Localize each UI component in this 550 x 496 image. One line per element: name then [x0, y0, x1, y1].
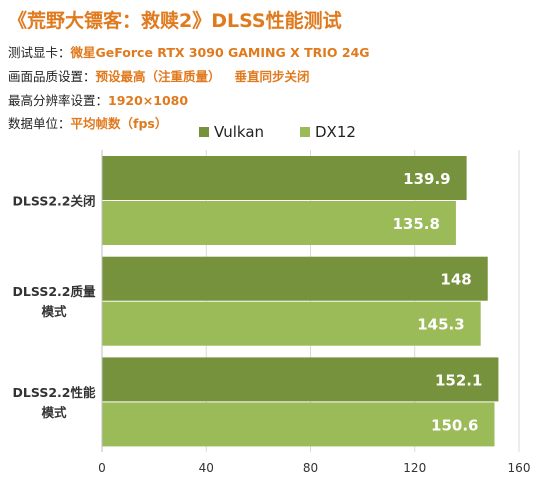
resolution-info: 最高分辨率设置：1920×1080 — [8, 90, 188, 109]
chart-title: 《荒野大镖客：救赎2》DLSS性能测试 — [8, 10, 342, 32]
bar-vulkan — [102, 156, 467, 200]
gpu-label: 测试显卡： — [8, 45, 71, 60]
unit-label: 数据单位： — [8, 116, 71, 131]
data-label: 150.6 — [431, 416, 478, 434]
resolution-label: 最高分辨率设置： — [8, 93, 109, 108]
quality-label: 画面品质设置： — [8, 69, 96, 84]
x-tick-label: 0 — [98, 461, 106, 475]
quality-info: 画面品质设置：预设最高（注重质量） 垂直同步关闭 — [8, 66, 310, 85]
legend-label: Vulkan — [214, 123, 264, 141]
quality-value: 预设最高（注重质量） — [95, 69, 221, 84]
resolution-value: 1920×1080 — [108, 93, 189, 108]
legend-label: DX12 — [315, 123, 356, 141]
legend-swatch — [199, 127, 209, 137]
unit-info: 数据单位：平均帧数（fps） — [8, 113, 167, 132]
bar-dx12 — [102, 301, 481, 346]
category-label: DLSS2.2性能 — [13, 385, 96, 400]
bar-dx12 — [102, 402, 495, 447]
gpu-value: 微星GeForce RTX 3090 GAMING X TRIO 24G — [70, 45, 370, 60]
x-tick-label: 160 — [508, 461, 531, 475]
data-label: 145.3 — [417, 316, 464, 334]
x-tick-label: 40 — [199, 461, 214, 475]
legend-swatch — [300, 127, 310, 137]
data-label: 148 — [440, 271, 471, 289]
data-label: 139.9 — [403, 170, 450, 188]
bar-vulkan — [102, 357, 499, 402]
category-label: 模式 — [41, 304, 67, 319]
bar-dx12 — [102, 201, 456, 245]
vsync-value: 垂直同步关闭 — [234, 69, 310, 84]
bar-vulkan — [102, 256, 488, 301]
category-label: DLSS2.2关闭 — [13, 193, 96, 208]
gpu-info: 测试显卡：微星GeForce RTX 3090 GAMING X TRIO 24… — [8, 42, 370, 61]
x-tick-label: 80 — [303, 461, 318, 475]
unit-value: 平均帧数（fps） — [70, 116, 168, 131]
category-label: 模式 — [41, 405, 67, 420]
x-tick-label: 120 — [403, 461, 426, 475]
category-label: DLSS2.2质量 — [13, 284, 96, 299]
data-label: 152.1 — [435, 371, 482, 389]
data-label: 135.8 — [392, 215, 439, 233]
